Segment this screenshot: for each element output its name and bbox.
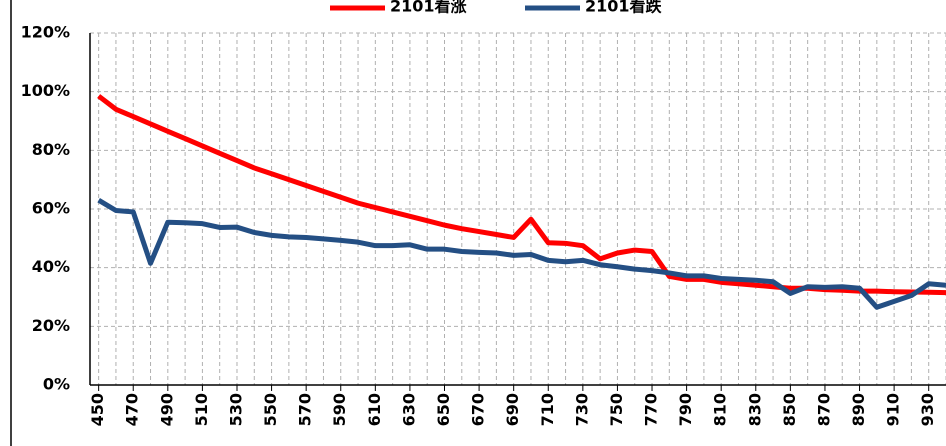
y-tick-label: 60% xyxy=(32,199,70,218)
x-tick-label: 850 xyxy=(780,393,799,426)
x-tick-label: 690 xyxy=(503,393,522,426)
x-tick-label: 650 xyxy=(434,393,453,426)
y-tick-label: 20% xyxy=(32,316,70,335)
x-tick-label: 830 xyxy=(745,393,764,426)
legend-label: 2101看涨 xyxy=(390,0,467,16)
x-tick-label: 450 xyxy=(88,393,107,426)
line-series xyxy=(97,198,946,310)
y-tick-label: 100% xyxy=(21,81,70,100)
x-tick-label: 910 xyxy=(884,393,903,426)
x-tick-label: 730 xyxy=(572,393,591,426)
x-tick-label: 750 xyxy=(607,393,626,426)
x-tick-label: 810 xyxy=(711,393,730,426)
y-tick-label: 80% xyxy=(32,140,70,159)
y-tick-label: 120% xyxy=(21,23,70,42)
x-tick-label: 770 xyxy=(642,393,661,426)
x-tick-label: 710 xyxy=(538,393,557,426)
x-tick-label: 470 xyxy=(123,393,142,426)
x-tick-label: 570 xyxy=(296,393,315,426)
x-tick-label: 670 xyxy=(469,393,488,426)
x-tick-label: 930 xyxy=(918,393,937,426)
x-tick-label: 630 xyxy=(399,393,418,426)
x-tick-label: 530 xyxy=(226,393,245,426)
x-tick-label: 790 xyxy=(676,393,695,426)
x-tick-label: 610 xyxy=(365,393,384,426)
x-tick-label: 590 xyxy=(330,393,349,426)
y-tick-label: 40% xyxy=(32,257,70,276)
x-tick-label: 890 xyxy=(849,393,868,426)
x-tick-label: 490 xyxy=(157,393,176,426)
x-tick-label: 870 xyxy=(814,393,833,426)
x-tick-label: 550 xyxy=(261,393,280,426)
legend-label: 2101看跌 xyxy=(585,0,663,16)
x-tick-label: 510 xyxy=(192,393,211,426)
y-tick-label: 0% xyxy=(43,375,70,394)
